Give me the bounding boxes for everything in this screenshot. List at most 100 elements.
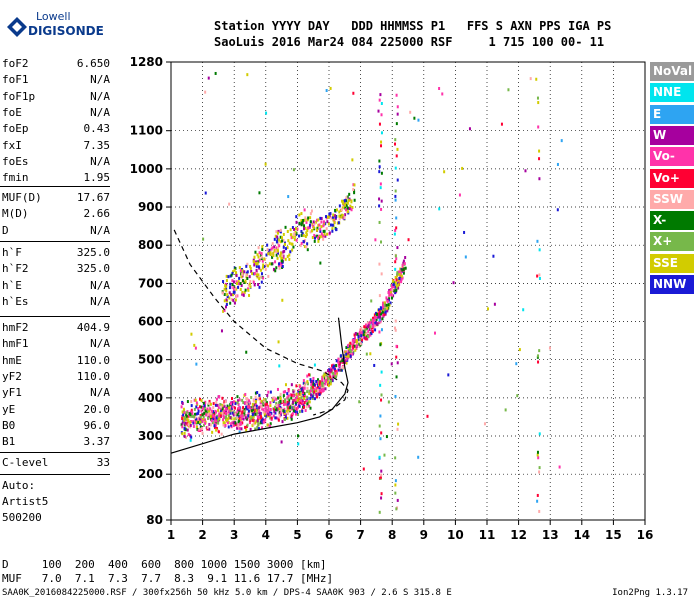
echo-point xyxy=(237,414,240,418)
y-tick-label: 600 xyxy=(138,315,163,329)
echo-point xyxy=(379,437,382,441)
echo-point xyxy=(272,254,275,258)
echo-point xyxy=(369,333,372,337)
echo-point xyxy=(380,473,383,477)
echo-point xyxy=(257,260,260,264)
echo-point xyxy=(258,258,261,262)
echo-point xyxy=(245,405,248,409)
logo: Lowell DIGISONDE xyxy=(6,4,104,44)
echo-point xyxy=(294,400,297,404)
echo-point xyxy=(242,271,245,275)
echo-point xyxy=(253,263,256,267)
echo-point xyxy=(214,71,217,75)
echo-point xyxy=(279,240,282,244)
echo-point xyxy=(230,402,233,406)
echo-point xyxy=(326,376,329,380)
echo-point xyxy=(332,375,335,379)
y-tick-label: 1000 xyxy=(130,162,163,176)
echo-point xyxy=(305,405,308,409)
echo-point xyxy=(275,404,278,408)
echo-point xyxy=(318,388,321,392)
echo-point xyxy=(374,321,377,325)
echo-point xyxy=(195,425,198,429)
echo-point xyxy=(332,213,335,217)
echo-point xyxy=(300,396,303,400)
y-tick-label: 800 xyxy=(138,238,163,252)
echo-point xyxy=(300,229,303,233)
echo-point xyxy=(378,262,381,266)
echo-point xyxy=(291,406,294,410)
echo-point xyxy=(276,231,279,235)
echo-point xyxy=(322,234,325,238)
echo-point xyxy=(236,409,239,413)
echo-point xyxy=(358,344,361,348)
echo-point xyxy=(402,259,405,263)
echo-point xyxy=(258,409,261,413)
echo-point xyxy=(219,410,222,414)
echo-point xyxy=(353,333,356,337)
echo-point xyxy=(284,390,287,394)
echo-point xyxy=(250,415,253,419)
echo-point xyxy=(197,406,200,410)
echo-point xyxy=(333,368,336,372)
echo-point xyxy=(290,393,293,397)
echo-point xyxy=(370,331,373,335)
echo-point xyxy=(265,253,268,257)
echo-point xyxy=(396,361,399,365)
echo-point xyxy=(227,275,230,279)
echo-point xyxy=(278,266,281,270)
echo-point xyxy=(238,398,241,402)
echo-point xyxy=(299,397,302,401)
echo-point xyxy=(369,320,372,324)
echo-point xyxy=(256,415,259,419)
footer-file-info: SAA0K_2016084225000.RSF / 300fx256h 50 k… xyxy=(2,588,452,598)
echo-point xyxy=(225,298,228,302)
echo-point xyxy=(309,396,312,400)
echo-point xyxy=(258,191,261,195)
autoscaling-row: Artist5 xyxy=(2,495,110,510)
echo-point xyxy=(269,401,272,405)
echo-point xyxy=(293,227,296,231)
echo-point xyxy=(299,393,302,397)
echo-point xyxy=(246,73,249,77)
echo-point xyxy=(313,233,316,237)
echo-point xyxy=(324,382,327,386)
echo-point xyxy=(230,423,233,427)
echo-point xyxy=(389,288,392,292)
echo-point xyxy=(238,423,241,427)
echo-point xyxy=(338,358,341,362)
echo-point xyxy=(253,283,256,287)
echo-point xyxy=(318,382,321,386)
echo-point xyxy=(312,382,315,386)
y-tick-label: 700 xyxy=(138,276,163,290)
echo-point xyxy=(199,397,202,401)
echo-point xyxy=(556,208,559,212)
echo-point xyxy=(277,340,280,344)
x-tick-label: 16 xyxy=(637,528,654,542)
echo-point xyxy=(220,329,223,333)
echo-point xyxy=(254,412,257,416)
echo-point xyxy=(251,423,254,427)
echo-point xyxy=(207,412,210,416)
echo-point xyxy=(357,337,360,341)
echo-point xyxy=(318,393,321,397)
echo-point xyxy=(327,222,330,226)
echo-point xyxy=(237,402,240,406)
echo-point xyxy=(191,411,194,415)
echo-point xyxy=(277,242,280,246)
echo-point xyxy=(199,425,202,429)
echo-point xyxy=(269,390,272,394)
echo-point xyxy=(219,414,222,418)
header-line2: SaoLuis 2016 Mar24 084 225000 RSF 1 715 … xyxy=(214,35,605,49)
g3-param: h`F2 325.0 xyxy=(2,262,110,277)
echo-point xyxy=(328,372,331,376)
echo-point xyxy=(197,428,200,432)
echo-point xyxy=(290,383,293,387)
echo-point xyxy=(236,426,239,430)
echo-point xyxy=(313,392,316,396)
echo-point xyxy=(394,456,397,460)
echo-point xyxy=(395,375,398,379)
echo-point xyxy=(282,254,285,258)
echo-point xyxy=(345,199,348,203)
echo-point xyxy=(204,421,207,425)
